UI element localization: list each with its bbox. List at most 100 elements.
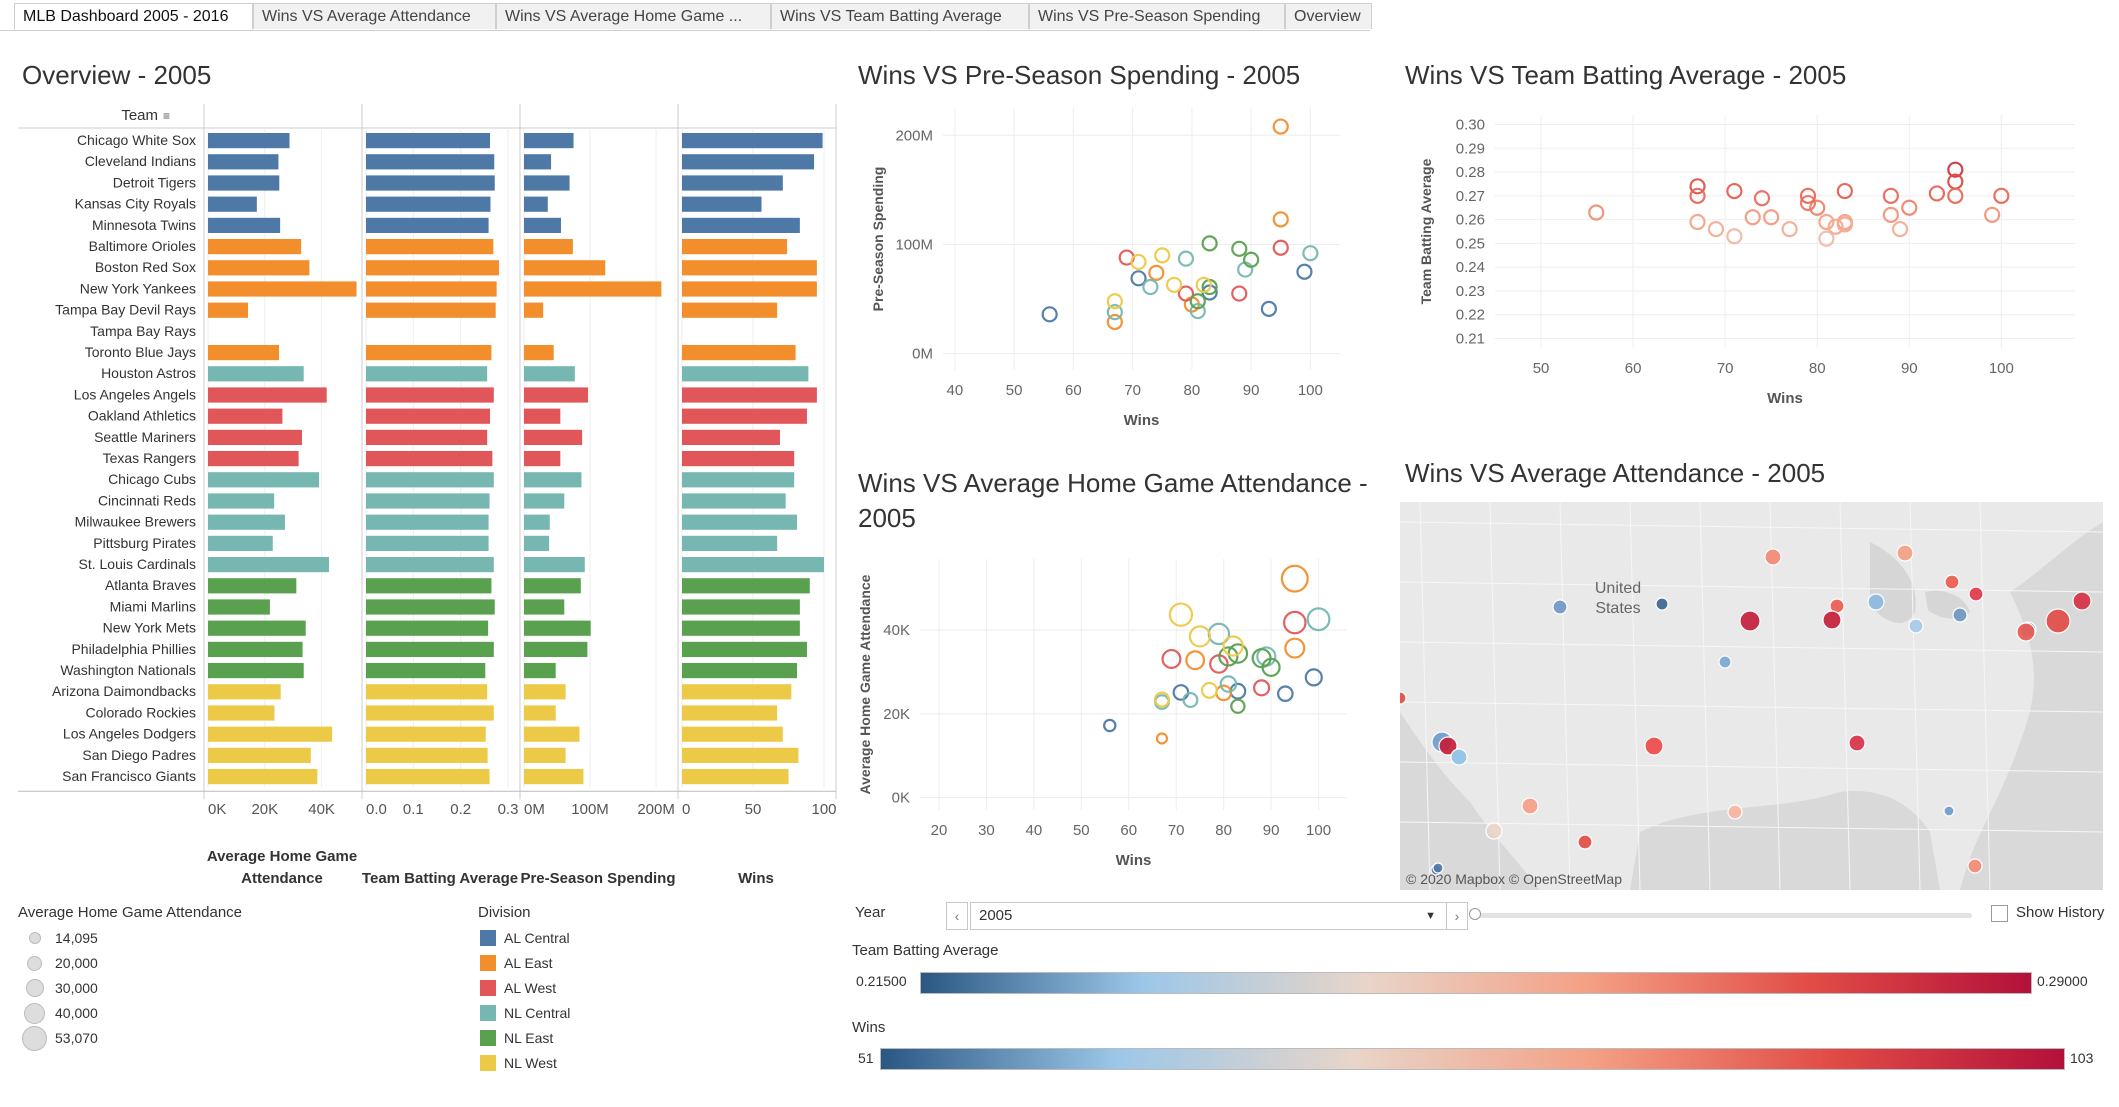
year-select[interactable]: 2005 ▼	[970, 902, 1447, 930]
bar	[682, 726, 783, 742]
bar	[682, 387, 817, 403]
bar	[366, 429, 488, 445]
x-axis-label: Wins	[1124, 412, 1160, 429]
scatter-point	[1188, 625, 1212, 648]
tick-label: 0M	[524, 801, 545, 818]
tab-wins-vs-preseason-spending[interactable]: Wins VS Pre-Season Spending	[1029, 3, 1285, 29]
y-tick-label: 0.26	[1456, 212, 1485, 229]
bar	[682, 641, 807, 657]
size-label: 30,000	[55, 980, 98, 996]
bar	[366, 133, 491, 149]
bar	[524, 535, 550, 551]
y-tick-label: 20K	[883, 706, 910, 723]
tick-label: 40K	[308, 801, 335, 818]
bar	[208, 217, 281, 233]
x-tick-label: 30	[978, 822, 995, 839]
attendance-legend-title: Average Home Game Attendance	[18, 904, 243, 921]
tick-label: 100M	[571, 801, 609, 818]
scatter-point	[1155, 732, 1169, 745]
wins-color-legend-title: Wins	[852, 1019, 886, 1036]
scatter-point	[1689, 187, 1706, 204]
scatter-point	[1153, 691, 1170, 708]
show-history-label: Show History	[2016, 904, 2105, 921]
bar	[524, 366, 575, 382]
division-legend-item[interactable]: AL Central	[480, 928, 570, 948]
bar	[524, 578, 581, 594]
wins-color-min: 51	[858, 1050, 874, 1066]
y-tick-label: 0.28	[1456, 164, 1485, 181]
team-label: Minnesota Twins	[92, 217, 196, 233]
tick-label: 200M	[637, 801, 675, 818]
year-slider-track[interactable]	[1476, 913, 1972, 918]
gulf-of-mexico	[1630, 791, 1940, 890]
y-tick-label: 40K	[883, 622, 910, 639]
scatter-point	[1707, 221, 1725, 238]
bar	[208, 747, 311, 763]
attendance-size-item: 14,095	[22, 928, 98, 948]
scatter-point	[1836, 216, 1853, 233]
team-column-header: Team	[121, 107, 158, 124]
tick-label: 0.2	[450, 801, 471, 818]
spending-chart-title: Wins VS Pre-Season Spending - 2005	[858, 60, 1301, 90]
year-slider-handle[interactable]	[1469, 908, 1481, 920]
pacific-ocean	[1400, 712, 1540, 890]
tick-label: 0.3	[498, 801, 519, 818]
size-circle-icon	[27, 955, 42, 971]
division-legend-item[interactable]: NL West	[480, 1053, 557, 1073]
scatter-point	[1304, 668, 1323, 687]
bar	[524, 747, 566, 763]
team-label: Houston Astros	[101, 365, 196, 381]
division-legend-item[interactable]: NL Central	[480, 1003, 570, 1023]
show-history-checkbox[interactable]	[1991, 905, 2008, 922]
tab-overview[interactable]: Overview	[1285, 3, 1372, 29]
y-axis-label: Pre-Season Spending	[870, 167, 886, 312]
team-map-marker	[1644, 736, 1664, 756]
division-legend-item[interactable]: NL East	[480, 1028, 553, 1048]
batting-scatter-chart: 50 60 70 80 90 100 0.21 0.22 0.23 0.24 0.25 0.26 0.2…	[1418, 115, 2075, 407]
team-map-marker	[1896, 544, 1914, 562]
sheet-tab-bar: MLB Dashboard 2005 - 2016 Wins VS Averag…	[0, 0, 1372, 31]
attendance-map[interactable]: United States © 2020 Mapbox © OpenStreetMa…	[1400, 502, 2103, 890]
x-tick-label: 80	[1184, 382, 1201, 399]
tab-mlb-dashboard[interactable]: MLB Dashboard 2005 - 2016	[14, 3, 253, 30]
bar	[208, 196, 257, 212]
tab-wins-vs-batting-average[interactable]: Wins VS Team Batting Average	[771, 3, 1029, 29]
scatter-point	[1106, 304, 1123, 321]
x-tick-label: 80	[1215, 822, 1232, 839]
bar	[524, 620, 591, 636]
scatter-point	[1272, 239, 1289, 256]
bar	[208, 408, 283, 424]
team-label: Philadelphia Phillies	[71, 641, 196, 657]
scatter-point	[1827, 218, 1844, 235]
attendance-chart-title: Wins VS Average Home Game Attendance - 2…	[858, 468, 1368, 533]
team-map-marker	[1848, 734, 1866, 752]
bar	[366, 408, 491, 424]
x-tick-label: 50	[1533, 360, 1550, 377]
team-label: San Francisco Giants	[62, 768, 196, 784]
color-swatch	[480, 955, 496, 971]
scatter-point	[1726, 182, 1743, 200]
division-legend-item[interactable]: AL East	[480, 953, 553, 973]
scatter-point	[1836, 182, 1853, 200]
x-tick-label: 80	[1809, 360, 1826, 377]
bar	[524, 641, 588, 657]
tick-label: 0	[682, 801, 690, 818]
year-select-value: 2005	[979, 907, 1013, 924]
division-label: NL Central	[504, 1005, 571, 1021]
y-axis-label: Team Batting Average	[1418, 158, 1434, 304]
bar	[524, 557, 585, 573]
division-legend-title: Division	[478, 904, 531, 921]
bar	[366, 260, 500, 276]
year-prev-button[interactable]: ‹	[946, 902, 968, 930]
team-label: New York Yankees	[80, 280, 196, 296]
tab-wins-vs-home-attendance[interactable]: Wins VS Average Home Game ...	[496, 3, 771, 29]
size-circle-icon	[22, 1025, 47, 1051]
y-tick-label: 0K	[892, 789, 910, 806]
team-map-marker	[1968, 586, 1984, 602]
year-next-button[interactable]: ›	[1446, 902, 1468, 930]
team-map-marker	[1952, 607, 1968, 623]
chevron-down-icon: ▼	[1425, 910, 1436, 922]
tab-wins-vs-average-attendance[interactable]: Wins VS Average Attendance	[253, 3, 496, 29]
division-legend-item[interactable]: AL West	[480, 978, 556, 998]
scatter-point	[1781, 221, 1798, 238]
